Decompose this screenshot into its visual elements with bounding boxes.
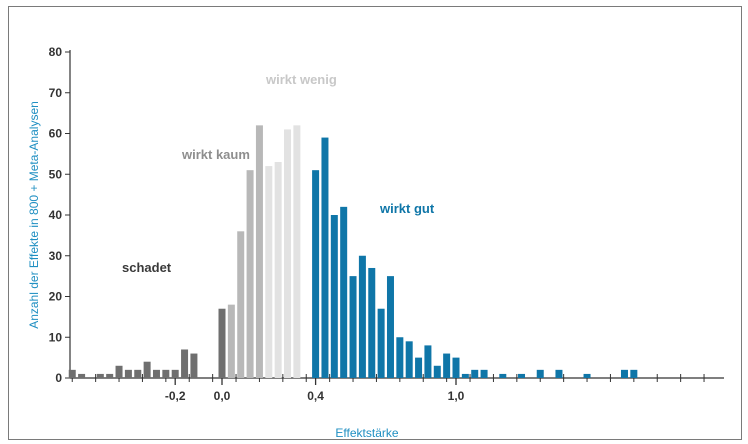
bar-schadet xyxy=(134,369,142,378)
y-tick-label: 30 xyxy=(49,249,63,263)
bar-wirkt-kaum xyxy=(246,170,254,378)
bar-wirkt-gut xyxy=(583,373,591,378)
bar-wirkt-gut xyxy=(443,353,451,378)
y-tick-label: 80 xyxy=(49,45,63,59)
bar-wirkt-gut xyxy=(321,137,329,378)
bar-schadet xyxy=(78,373,86,378)
bar-wirkt-gut xyxy=(555,369,563,378)
bar-wirkt-gut xyxy=(499,373,507,378)
bar-wirkt-gut xyxy=(452,357,460,378)
bar-schadet xyxy=(181,349,189,378)
bar-wirkt-wenig xyxy=(274,162,282,378)
annotation-wirkt-wenig: wirkt wenig xyxy=(265,72,337,87)
bar-schadet xyxy=(124,369,132,378)
chart-frame xyxy=(8,6,742,440)
annotation-schadet: schadet xyxy=(122,260,172,275)
bar-schadet xyxy=(115,365,123,378)
bar-wirkt-gut xyxy=(424,345,432,378)
y-tick-label: 40 xyxy=(49,208,63,222)
bar-wirkt-gut xyxy=(415,357,423,378)
y-tick-label: 0 xyxy=(55,371,62,385)
y-tick-label: 20 xyxy=(49,290,63,304)
bar-wirkt-gut xyxy=(330,215,338,378)
bar-schadet xyxy=(152,369,160,378)
bar-wirkt-gut xyxy=(349,276,357,378)
annotation-wirkt-gut: wirkt gut xyxy=(379,201,435,216)
bar-schadet xyxy=(143,361,151,378)
bar-wirkt-gut xyxy=(405,341,413,378)
x-tick-label: -0,2 xyxy=(165,389,186,403)
y-axis-label: Anzahl der Effekte in 800 + Meta-Analyse… xyxy=(27,101,41,329)
bar-wirkt-gut xyxy=(368,267,376,378)
y-tick-label: 10 xyxy=(49,330,63,344)
bar-wirkt-gut xyxy=(536,369,544,378)
bar-wirkt-gut xyxy=(471,369,479,378)
bar-wirkt-gut xyxy=(396,337,404,378)
bar-wirkt-gut xyxy=(358,255,366,378)
x-tick-label: 1,0 xyxy=(448,389,465,403)
bar-wirkt-gut xyxy=(630,369,638,378)
bar-wirkt-wenig xyxy=(284,129,292,378)
y-tick-label: 60 xyxy=(49,127,63,141)
bar-wirkt-gut xyxy=(461,373,469,378)
annotations: schadet wirkt kaum wirkt wenig wirkt gut xyxy=(122,72,435,275)
bar-schadet xyxy=(218,308,226,378)
bars xyxy=(68,125,638,378)
bar-wirkt-wenig xyxy=(265,166,273,378)
bar-schadet xyxy=(190,353,198,378)
bar-wirkt-gut xyxy=(312,170,320,378)
bar-wirkt-gut xyxy=(518,373,526,378)
bar-wirkt-kaum xyxy=(237,231,245,378)
bar-wirkt-gut xyxy=(377,308,385,378)
bar-schadet xyxy=(106,373,114,378)
bar-schadet xyxy=(162,369,170,378)
bar-schadet xyxy=(96,373,104,378)
bar-wirkt-gut xyxy=(480,369,488,378)
bar-schadet xyxy=(68,369,76,378)
bar-wirkt-gut xyxy=(433,365,441,378)
bar-schadet xyxy=(171,369,179,378)
bar-wirkt-gut xyxy=(386,276,394,378)
bar-wirkt-gut xyxy=(620,369,628,378)
x-tick-label: 0,4 xyxy=(307,389,324,403)
bar-wirkt-kaum xyxy=(255,125,263,378)
y-tick-label: 50 xyxy=(49,167,63,181)
bar-wirkt-wenig xyxy=(293,125,301,378)
annotation-wirkt-kaum: wirkt kaum xyxy=(181,147,250,162)
bar-wirkt-kaum xyxy=(227,304,235,378)
y-tick-label: 70 xyxy=(49,86,63,100)
x-axis-label: Effektstärke xyxy=(335,426,398,440)
x-tick-label: 0,0 xyxy=(214,389,231,403)
y-axis: 0 10 20 30 40 50 60 70 80 xyxy=(49,45,71,385)
bar-wirkt-gut xyxy=(340,206,348,378)
